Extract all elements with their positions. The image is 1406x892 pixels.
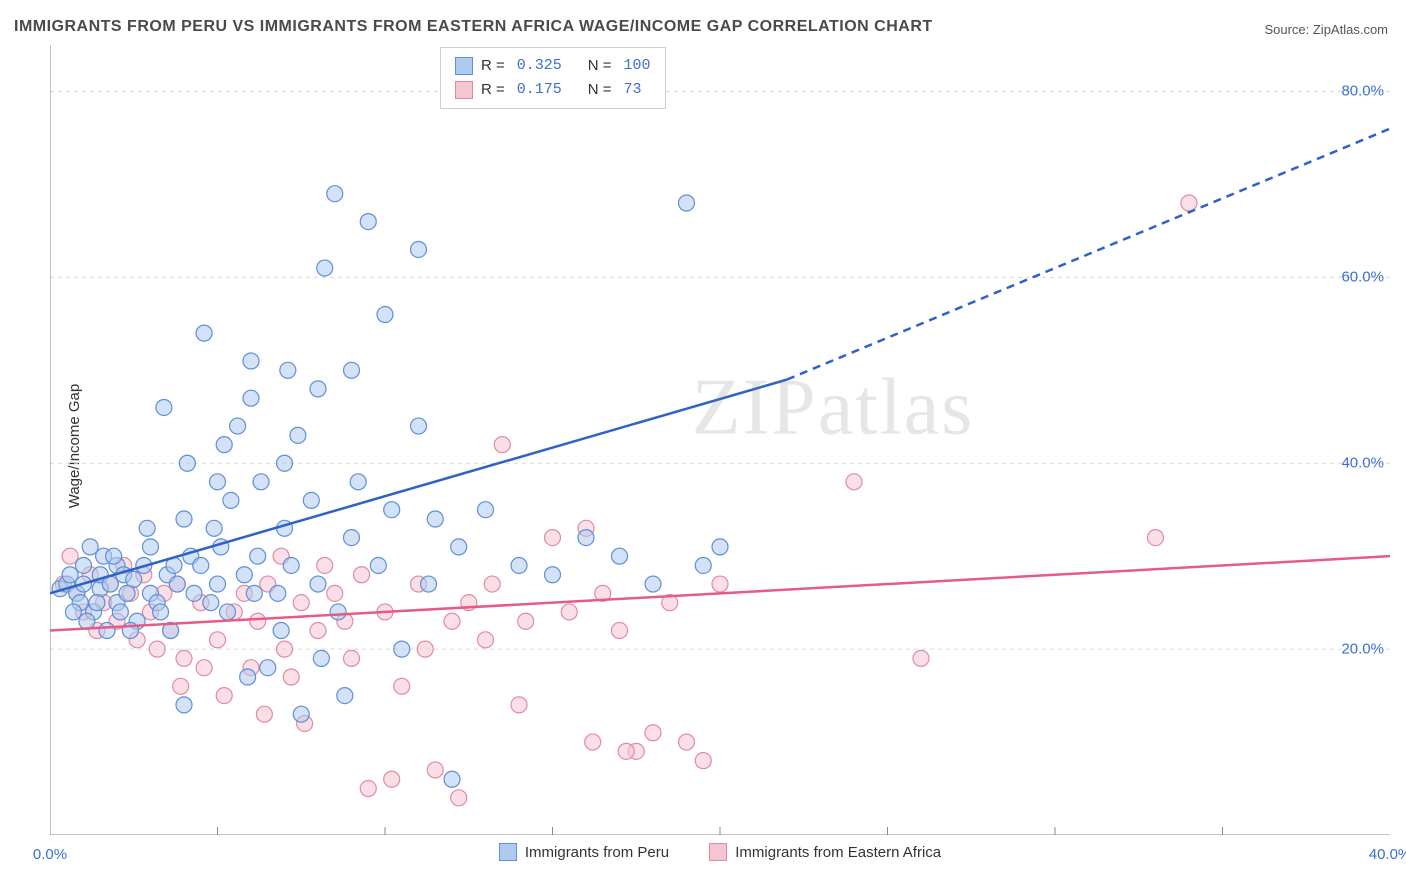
r-value: 0.175 (513, 78, 562, 102)
y-tick-label: 40.0% (1341, 455, 1384, 472)
legend-label: Immigrants from Eastern Africa (735, 844, 941, 861)
swatch-icon (499, 843, 517, 861)
legend-item: Immigrants from Peru (499, 843, 669, 861)
swatch-icon (455, 57, 473, 75)
r-value: 0.325 (513, 54, 562, 78)
r-label: R = (481, 54, 505, 78)
chart-svg (50, 45, 1390, 835)
series-legend: Immigrants from Peru Immigrants from Eas… (50, 843, 1390, 865)
chart-title: IMMIGRANTS FROM PERU VS IMMIGRANTS FROM … (14, 18, 933, 36)
legend-item: Immigrants from Eastern Africa (709, 843, 941, 861)
source-attribution: Source: ZipAtlas.com (1264, 22, 1388, 37)
swatch-icon (455, 81, 473, 99)
n-label: N = (588, 78, 612, 102)
x-tick-label: 40.0% (1369, 846, 1406, 863)
r-label: R = (481, 78, 505, 102)
swatch-icon (709, 843, 727, 861)
plot-area: ZIPatlas R = 0.325 N = 100 R = 0.175 N =… (50, 45, 1390, 835)
stats-legend-row: R = 0.175 N = 73 (455, 78, 651, 102)
n-label: N = (588, 54, 612, 78)
n-value: 73 (620, 78, 642, 102)
n-value: 100 (620, 54, 651, 78)
legend-label: Immigrants from Peru (525, 844, 669, 861)
stats-legend-row: R = 0.325 N = 100 (455, 54, 651, 78)
y-tick-label: 20.0% (1341, 641, 1384, 658)
y-tick-label: 60.0% (1341, 269, 1384, 286)
y-tick-label: 80.0% (1341, 83, 1384, 100)
x-tick-label: 0.0% (33, 846, 67, 863)
stats-legend: R = 0.325 N = 100 R = 0.175 N = 73 (440, 47, 666, 109)
chart-container: IMMIGRANTS FROM PERU VS IMMIGRANTS FROM … (0, 0, 1406, 892)
